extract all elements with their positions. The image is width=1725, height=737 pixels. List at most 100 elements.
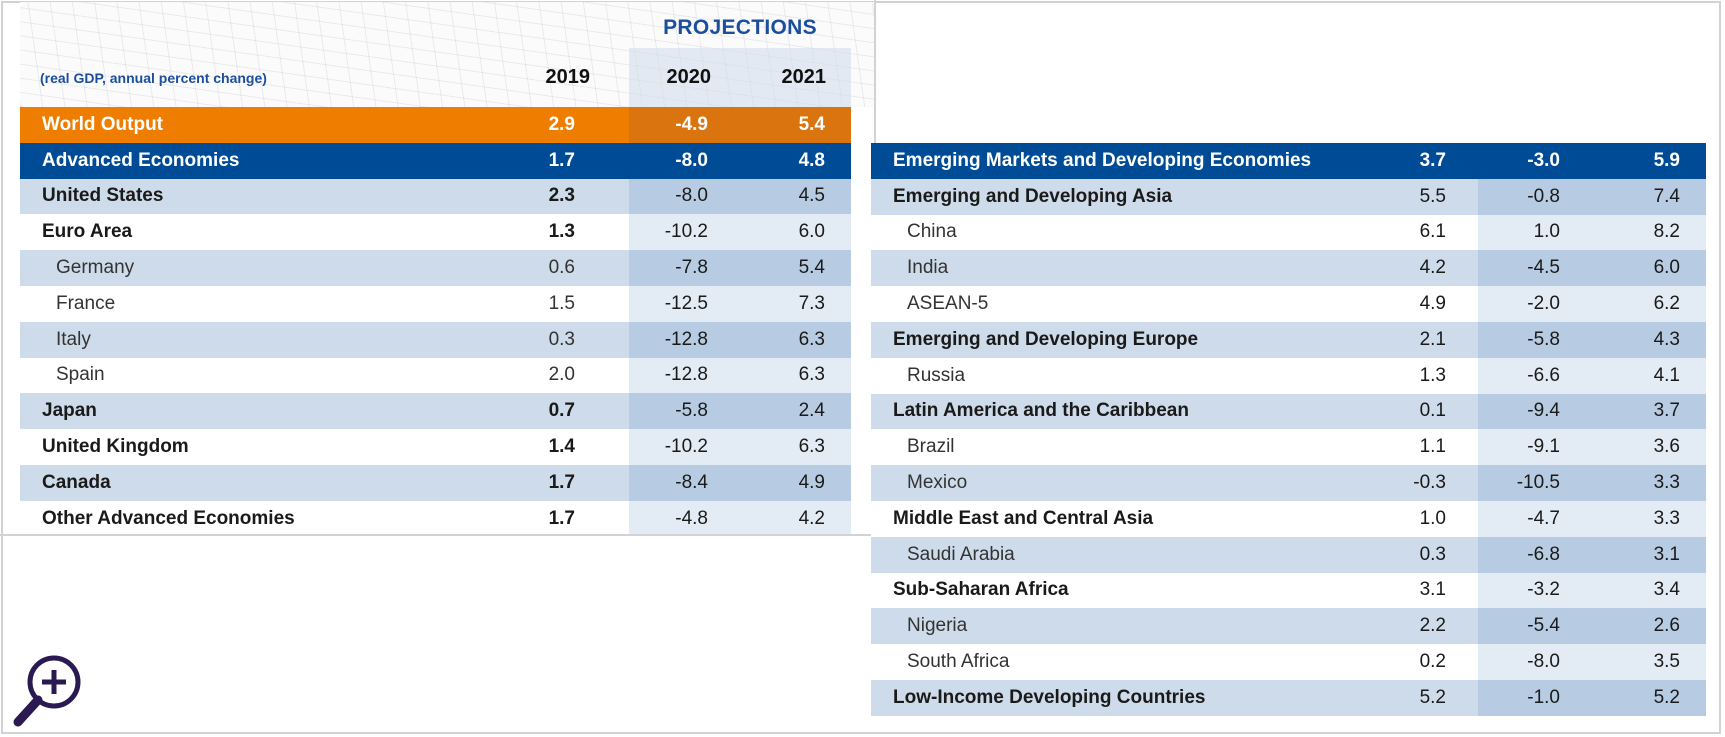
row-label-text: Japan bbox=[42, 400, 97, 422]
row-label: United Kingdom 1.4 bbox=[20, 429, 629, 465]
value-2020: -8.0 bbox=[1478, 644, 1592, 680]
value-2021: 3.3 bbox=[1592, 465, 1706, 501]
value-2019: 2.9 bbox=[548, 113, 575, 135]
value-2021: 2.6 bbox=[1592, 608, 1706, 645]
row-label-text: France bbox=[56, 292, 116, 314]
value-2019: 1.3 bbox=[1367, 357, 1478, 394]
value-2020: -9.4 bbox=[1478, 393, 1592, 430]
value-2019: 4.9 bbox=[1367, 286, 1478, 322]
table-row-united-states: United States 2.3 -8.0 4.5 bbox=[20, 178, 851, 215]
value-2019: 1.0 bbox=[1367, 500, 1478, 537]
table-row-italy: Italy 0.3 -12.8 6.3 bbox=[20, 321, 851, 358]
value-2020: -6.8 bbox=[1478, 536, 1592, 573]
value-2020: -7.8 bbox=[629, 250, 740, 286]
value-2020: -3.2 bbox=[1478, 572, 1592, 609]
row-label: Saudi Arabia bbox=[871, 536, 1367, 573]
row-label: World Output 2.9 bbox=[20, 107, 629, 143]
table-row-france: France 1.5 -12.5 7.3 bbox=[20, 285, 851, 322]
value-2020: -6.6 bbox=[1478, 357, 1592, 394]
value-2021: 3.1 bbox=[1592, 536, 1706, 573]
value-2021: 4.2 bbox=[740, 500, 851, 534]
value-2021: 3.4 bbox=[1592, 572, 1706, 609]
row-label-text: Euro Area bbox=[42, 221, 133, 243]
row-label-text: United States bbox=[42, 185, 164, 207]
row-label: Emerging and Developing Asia bbox=[871, 178, 1367, 215]
table-row-germany: Germany 0.6 -7.8 5.4 bbox=[20, 250, 851, 286]
table-row-south-africa: South Africa 0.2 -8.0 3.5 bbox=[871, 644, 1706, 680]
row-label: Middle East and Central Asia bbox=[871, 500, 1367, 537]
table-row-other-advanced-economies: Other Advanced Economies 1.7 -4.8 4.2 bbox=[20, 500, 851, 534]
value-2021: 6.3 bbox=[740, 357, 851, 394]
value-2020: -5.8 bbox=[1478, 321, 1592, 358]
value-2020: -10.2 bbox=[629, 214, 740, 251]
table-row-russia: Russia 1.3 -6.6 4.1 bbox=[871, 357, 1706, 394]
row-label-text: Germany bbox=[56, 257, 135, 279]
table-row-spain: Spain 2.0 -12.8 6.3 bbox=[20, 357, 851, 394]
value-2019: 2.0 bbox=[548, 364, 575, 386]
row-label: Low-Income Developing Countries bbox=[871, 679, 1367, 716]
table-row-middle-east-and-central-asia: Middle East and Central Asia 1.0 -4.7 3.3 bbox=[871, 500, 1706, 537]
table-row-nigeria: Nigeria 2.2 -5.4 2.6 bbox=[871, 608, 1706, 645]
value-2019: 1.3 bbox=[548, 221, 575, 243]
emerging-markets-table: Emerging Markets and Developing Economie… bbox=[871, 143, 1706, 716]
row-label-text: United Kingdom bbox=[42, 436, 189, 458]
value-2019: 3.1 bbox=[1367, 572, 1478, 609]
value-2020: -8.0 bbox=[629, 142, 740, 179]
value-2021: 7.3 bbox=[740, 285, 851, 322]
advanced-economies-panel: PROJECTIONS (real GDP, annual percent ch… bbox=[0, 0, 876, 536]
value-2020: -4.9 bbox=[629, 107, 740, 143]
value-2019: 0.2 bbox=[1367, 644, 1478, 680]
value-2020: -1.0 bbox=[1478, 679, 1592, 716]
value-2021: 3.3 bbox=[1592, 500, 1706, 537]
value-2019: 4.2 bbox=[1367, 250, 1478, 287]
value-2019: 1.7 bbox=[548, 149, 575, 171]
row-label: Other Advanced Economies 1.7 bbox=[20, 500, 629, 534]
row-label: Canada 1.7 bbox=[20, 464, 629, 501]
table-row-canada: Canada 1.7 -8.4 4.9 bbox=[20, 464, 851, 501]
value-2019: -0.3 bbox=[1367, 465, 1478, 501]
table-row-asean-5: ASEAN-5 4.9 -2.0 6.2 bbox=[871, 286, 1706, 322]
value-2019: 0.6 bbox=[548, 257, 575, 279]
value-2021: 7.4 bbox=[1592, 178, 1706, 215]
value-2019: 1.7 bbox=[548, 507, 575, 529]
value-2019: 2.3 bbox=[548, 185, 575, 207]
table-row-euro-area: Euro Area 1.3 -10.2 6.0 bbox=[20, 214, 851, 251]
units-label: (real GDP, annual percent change) bbox=[40, 70, 267, 86]
row-label: Euro Area 1.3 bbox=[20, 214, 629, 251]
value-2021: 4.8 bbox=[740, 142, 851, 179]
row-label-text: Spain bbox=[56, 364, 105, 386]
row-label: Germany 0.6 bbox=[20, 250, 629, 286]
value-2019: 0.1 bbox=[1367, 393, 1478, 430]
row-label: Italy 0.3 bbox=[20, 321, 629, 358]
row-label: Mexico bbox=[871, 465, 1367, 501]
value-2019: 2.1 bbox=[1367, 321, 1478, 358]
row-label: Advanced Economies 1.7 bbox=[20, 142, 629, 179]
row-label: Emerging and Developing Europe bbox=[871, 321, 1367, 358]
row-label: South Africa bbox=[871, 644, 1367, 680]
row-label-text: Advanced Economies bbox=[42, 149, 240, 171]
table-row-sub-saharan-africa: Sub-Saharan Africa 3.1 -3.2 3.4 bbox=[871, 572, 1706, 609]
value-2020: -8.4 bbox=[629, 464, 740, 501]
projections-label: PROJECTIONS bbox=[663, 16, 817, 39]
value-2021: 5.4 bbox=[740, 107, 851, 143]
value-2021: 5.2 bbox=[1592, 679, 1706, 716]
year-2021-header: 2021 bbox=[781, 66, 827, 88]
value-2021: 6.3 bbox=[740, 321, 851, 358]
table-row-saudi-arabia: Saudi Arabia 0.3 -6.8 3.1 bbox=[871, 536, 1706, 573]
year-2020-header: 2020 bbox=[666, 66, 712, 88]
table-row-emerging-markets-and-developing-economies: Emerging Markets and Developing Economie… bbox=[871, 143, 1706, 179]
row-label: Russia bbox=[871, 357, 1367, 394]
value-2021: 5.9 bbox=[1592, 143, 1706, 179]
value-2021: 6.3 bbox=[740, 429, 851, 465]
table-row-united-kingdom: United Kingdom 1.4 -10.2 6.3 bbox=[20, 429, 851, 465]
value-2019: 5.2 bbox=[1367, 679, 1478, 716]
table-row-mexico: Mexico -0.3 -10.5 3.3 bbox=[871, 465, 1706, 501]
value-2019: 5.5 bbox=[1367, 178, 1478, 215]
value-2019: 1.1 bbox=[1367, 429, 1478, 466]
value-2021: 3.6 bbox=[1592, 429, 1706, 466]
value-2019: 1.4 bbox=[548, 436, 575, 458]
table-row-emerging-and-developing-europe: Emerging and Developing Europe 2.1 -5.8 4.3 bbox=[871, 321, 1706, 358]
zoom-in-button[interactable] bbox=[8, 648, 88, 732]
row-label: ASEAN-5 bbox=[871, 286, 1367, 322]
value-2019: 0.3 bbox=[1367, 536, 1478, 573]
